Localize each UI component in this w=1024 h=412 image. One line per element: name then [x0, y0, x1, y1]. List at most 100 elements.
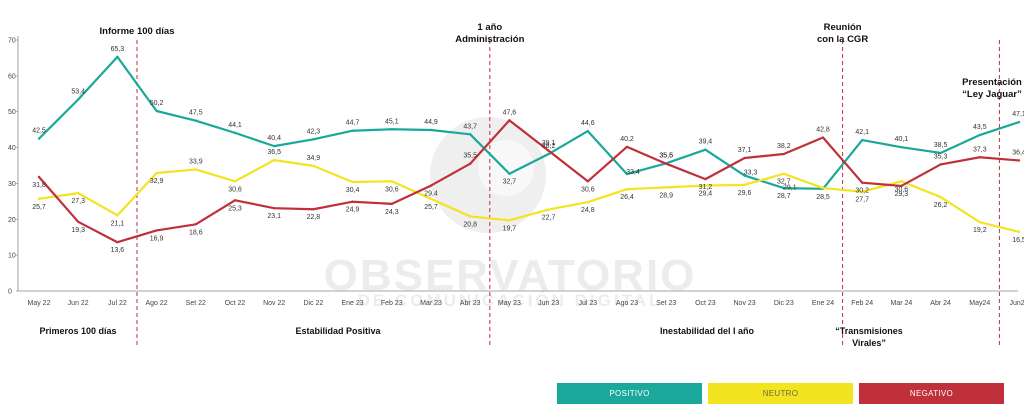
event-label: 1 año — [477, 22, 502, 33]
data-label-negativo: 16,9 — [150, 235, 164, 242]
data-label-neutro: 27,3 — [71, 198, 85, 205]
data-point-neutro — [469, 215, 472, 218]
x-tick-label: Oct 22 — [225, 300, 246, 307]
x-tick-label: Jul 23 — [578, 300, 597, 307]
series-line-positivo — [38, 55, 1020, 190]
data-point-neutro — [547, 208, 550, 211]
data-label-positivo: 44,1 — [228, 122, 242, 129]
data-label-negativo: 13,6 — [111, 247, 125, 254]
series-line-neutro — [38, 159, 1020, 233]
x-tick-label: Ago 23 — [616, 300, 638, 307]
data-label-neutro: 32,7 — [777, 179, 791, 186]
data-label-neutro: 26,4 — [620, 194, 634, 201]
data-label-positivo: 42,1 — [855, 129, 869, 136]
data-label-neutro: 24,8 — [581, 207, 595, 214]
data-label-neutro: 30,4 — [346, 187, 360, 194]
event-label: Presentación — [962, 77, 1022, 88]
data-label-positivo: 42,5 — [32, 128, 46, 135]
x-tick-label: May24 — [969, 300, 990, 307]
legend-label: NEUTRO — [762, 389, 799, 398]
data-label-negativo: 37,1 — [738, 147, 752, 154]
x-tick-label: Abr 24 — [930, 300, 951, 307]
data-label-neutro: 36,5 — [267, 149, 281, 156]
y-tick-label: 0 — [8, 289, 12, 296]
legend-label: NEGATIVO — [909, 389, 954, 398]
data-point-neutro — [743, 183, 746, 187]
data-point-neutro — [351, 180, 354, 184]
data-label-positivo: 38,2 — [542, 143, 556, 150]
x-tick-label: Oct 23 — [695, 300, 716, 307]
data-label-positivo: 47,1 — [1012, 111, 1024, 118]
period-label: Primeros 100 días — [39, 326, 116, 336]
data-point-neutro — [900, 180, 903, 183]
data-label-neutro: 29,4 — [699, 191, 713, 198]
data-label-negativo: 29,4 — [424, 191, 438, 198]
data-point-negativo — [1017, 159, 1021, 162]
data-point-neutro — [665, 186, 668, 189]
data-point-positivo — [939, 151, 942, 155]
y-tick-label: 30 — [8, 181, 16, 188]
x-tick-label: Set 23 — [656, 300, 676, 307]
x-tick-label: Jun 22 — [68, 300, 89, 307]
data-point-negativo — [469, 162, 472, 165]
data-label-negativo: 24,9 — [346, 207, 360, 214]
data-label-negativo: 35,3 — [934, 153, 948, 160]
event-label: con la CGR — [817, 34, 868, 45]
event-label: Reunión — [824, 22, 862, 33]
data-label-negativo: 35,5 — [463, 153, 477, 160]
data-label-negativo: 24,3 — [385, 209, 399, 216]
data-label-neutro: 19,2 — [973, 227, 987, 234]
data-label-neutro: 21,1 — [111, 220, 125, 227]
data-label-negativo: 23,1 — [267, 213, 281, 220]
watermark-logo-inner-icon — [478, 140, 534, 196]
data-point-neutro — [939, 195, 942, 199]
y-tick-label: 40 — [8, 145, 16, 152]
data-point-positivo — [77, 98, 80, 101]
data-label-positivo: 44,6 — [581, 120, 595, 127]
data-label-positivo: 44,9 — [424, 119, 438, 126]
data-label-negativo: 19,3 — [71, 227, 85, 234]
data-label-negativo: 37,3 — [973, 146, 987, 153]
data-point-neutro — [1017, 230, 1021, 234]
data-label-positivo: 35,6 — [659, 152, 673, 159]
y-tick-label: 70 — [8, 38, 16, 45]
data-label-positivo: 38,5 — [934, 142, 948, 149]
data-label-positivo: 39,4 — [699, 139, 713, 146]
data-point-negativo — [743, 156, 746, 160]
data-label-negativo: 25,3 — [228, 205, 242, 212]
data-label-extra: 33,3 — [744, 170, 758, 177]
data-point-positivo — [429, 128, 433, 132]
event-label: Administración — [455, 34, 524, 45]
data-point-neutro — [978, 220, 981, 224]
data-label-positivo: 28,7 — [777, 193, 791, 200]
y-tick-label: 10 — [8, 253, 16, 260]
data-point-positivo — [233, 131, 237, 135]
y-tick-label: 50 — [8, 109, 16, 116]
legend-positivo: POSITIVO — [557, 383, 702, 404]
data-label-positivo: 44,7 — [346, 120, 360, 127]
data-label-negativo: 31,2 — [699, 184, 713, 191]
data-point-negativo — [704, 177, 707, 181]
period-labels: Primeros 100 días Estabilidad Positiva Ine… — [39, 326, 902, 348]
x-tick-label: Feb 24 — [851, 300, 873, 307]
data-point-positivo — [273, 144, 276, 148]
data-point-negativo — [939, 163, 942, 166]
data-point-negativo — [782, 152, 785, 156]
data-point-neutro — [155, 171, 158, 175]
y-tick-label: 20 — [8, 217, 16, 224]
data-label-negativo: 42,8 — [816, 127, 830, 134]
x-tick-label: Mar 23 — [420, 300, 442, 307]
data-point-positivo — [586, 129, 589, 133]
data-label-negativo: 35,5 — [659, 153, 673, 160]
period-label: Inestabilidad del I año — [660, 326, 755, 336]
data-point-positivo — [861, 138, 864, 142]
data-label-positivo: 32,7 — [503, 179, 517, 186]
data-label-negativo: 47,6 — [503, 109, 517, 116]
data-point-positivo — [155, 109, 158, 113]
data-point-neutro — [821, 186, 825, 190]
data-point-negativo — [978, 156, 981, 159]
data-point-negativo — [821, 136, 825, 139]
data-point-neutro — [273, 158, 276, 162]
data-label-positivo: 47,5 — [189, 110, 203, 117]
x-tick-label: Nov 23 — [734, 300, 756, 307]
